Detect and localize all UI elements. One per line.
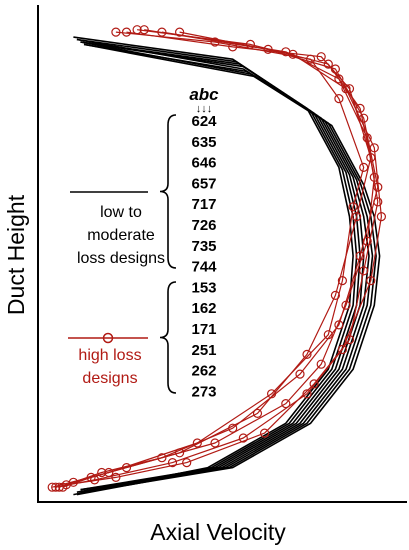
design-code-251: 251 [191,342,216,359]
series-line-171 [73,29,375,483]
data-point [111,27,121,37]
series-line-726 [83,43,374,493]
design-code-646: 646 [191,155,216,172]
group-label-high-loss-line-2: designs [82,370,137,387]
group-label-high-loss-line-1: high loss [78,347,141,364]
data-point [323,59,333,69]
design-code-744: 744 [191,259,217,276]
design-code-153: 153 [191,279,216,296]
x-axis-label: Axial Velocity [150,519,286,545]
brace-low-loss [159,114,177,269]
data-point [334,320,344,330]
data-point [302,389,312,399]
data-point [295,369,305,379]
data-point [334,74,344,84]
data-point [373,197,383,207]
data-point [51,482,61,492]
design-code-162: 162 [191,300,216,317]
data-point [139,25,149,35]
series-line-251 [59,29,379,488]
data-point [132,25,142,35]
data-point [337,276,347,286]
design-code-735: 735 [191,238,216,255]
data-point [341,84,351,94]
series-line-262 [66,31,379,486]
data-point [281,399,291,409]
data-point [245,39,255,50]
design-code-624: 624 [191,113,217,130]
data-point [175,27,185,37]
design-code-list: 624 635 646 657 717 726 735 744 153 162 171 251 262 2… [191,113,217,400]
data-point [362,236,372,246]
data-point [316,52,326,62]
data-point [359,266,369,276]
data-point [366,276,376,286]
design-code-273: 273 [191,383,216,400]
legend-header-arrows: ↓↓↓ [196,103,213,115]
data-point [369,143,379,153]
data-point [238,433,248,443]
data-point [252,408,263,418]
data-point [302,349,312,359]
design-code-262: 262 [191,363,216,380]
data-point [348,202,358,212]
design-code-726: 726 [191,217,216,234]
data-point [167,458,178,468]
data-point [157,453,167,463]
group-label-low-loss-line-3: loss designs [77,250,165,267]
design-code-171: 171 [191,321,216,338]
data-point [352,212,362,222]
data-point [182,458,192,468]
data-point [97,467,107,478]
legend: abc ↓↓↓ 624 635 646 657 717 726 735 744 153 162 17… [68,85,219,400]
data-point [228,423,238,433]
data-point [344,335,355,345]
data-point [89,475,100,485]
design-code-635: 635 [191,134,216,151]
data-point [309,379,319,389]
group-label-low-loss-line-1: low to [100,204,142,221]
data-point [330,290,340,300]
plot-lines [47,25,386,496]
data-point [121,27,132,37]
data-point [157,27,167,37]
legend-header-abc: abc [189,85,219,104]
series-line-657 [80,41,365,493]
data-point [192,438,202,448]
data-point [337,344,347,355]
data-point [316,359,326,369]
data-point [260,428,270,438]
group-label-low-loss-line-2: moderate [87,227,155,244]
data-point [210,438,220,448]
data-point [355,251,365,261]
design-code-657: 657 [191,175,216,192]
data-point [359,162,369,172]
series-line-744 [83,43,381,493]
data-point [175,448,185,458]
group-braces [159,114,177,394]
data-point [330,64,340,74]
data-point [111,472,121,482]
design-code-717: 717 [191,196,216,213]
data-point [334,93,344,104]
series-line-273 [55,31,382,488]
legend-sample-marker [102,332,114,344]
brace-high-loss [159,281,177,394]
data-point [288,49,298,59]
y-axis-label: Duct Height [3,194,29,315]
data-point [376,212,386,222]
